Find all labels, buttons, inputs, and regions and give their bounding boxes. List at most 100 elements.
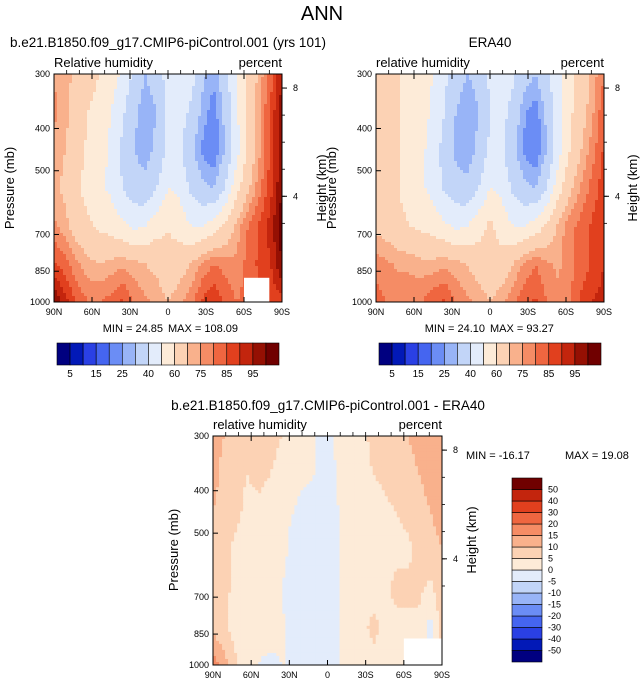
field-cell [225,80,229,84]
field-cell [81,260,85,264]
field-cell [93,179,97,183]
field-cell [162,260,166,264]
field-cell [87,104,91,108]
field-cell [105,107,109,111]
field-cell [135,218,139,222]
field-cell [54,140,58,144]
field-cell [114,131,118,135]
field-cell [192,110,196,114]
field-cell [102,242,106,246]
field-cell [147,74,151,78]
field-cell [105,224,109,228]
field-cell [162,230,166,234]
field-cell [174,188,178,192]
field-cell [135,254,139,258]
field-cell [108,119,112,123]
field-cell [207,146,211,150]
field-cell [90,248,94,252]
field-cell [150,188,154,192]
field-cell [186,107,190,111]
field-cell [123,83,127,87]
field-cell [225,221,229,225]
field-cell [231,110,235,114]
field-cell [231,77,235,81]
field-cell [60,164,64,168]
field-cell [195,149,199,153]
field-cell [177,92,181,96]
field-cell [147,242,151,246]
field-cell [279,101,282,105]
field-cell [54,179,58,183]
field-cell [135,200,139,204]
field-cell [66,206,70,210]
field-cell [168,269,172,273]
field-cell [189,263,193,267]
field-cell [147,221,151,225]
field-cell [135,203,139,207]
field-cell [171,182,175,186]
field-cell [150,179,154,183]
field-cell [81,176,85,180]
field-cell [198,110,202,114]
field-cell [108,206,112,210]
field-cell [255,158,259,162]
field-cell [168,251,172,255]
field-cell [234,245,238,249]
field-cell [159,98,163,102]
field-cell [105,116,109,120]
field-cell [228,113,232,117]
field-cell [78,266,82,270]
field-cell [276,230,280,234]
field-cell [144,77,148,81]
field-cell [135,119,139,123]
field-cell [159,257,163,261]
field-cell [279,119,282,123]
field-cell [231,89,235,93]
field-cell [117,197,121,201]
field-cell [75,230,79,234]
field-cell [84,209,88,213]
field-cell [108,215,112,219]
field-cell [66,251,70,255]
field-cell [84,161,88,165]
field-cell [156,245,160,249]
field-cell [135,89,139,93]
field-cell [162,191,166,195]
field-cell [108,245,112,249]
field-cell [81,224,85,228]
field-cell [210,269,214,273]
field-cell [90,83,94,87]
field-cell [84,242,88,246]
field-cell [159,113,163,117]
field-cell [237,131,241,135]
field-cell [237,191,241,195]
field-cell [195,137,199,141]
field-cell [69,224,73,228]
field-cell [66,164,70,168]
field-cell [54,194,58,198]
field-cell [177,152,181,156]
field-cell [84,173,88,177]
field-cell [255,104,259,108]
field-cell [54,95,58,99]
field-cell [84,155,88,159]
field-cell [252,74,256,78]
field-cell [81,263,85,267]
field-cell [156,113,160,117]
field-cell [96,146,100,150]
field-cell [159,134,163,138]
field-cell [264,152,268,156]
field-cell [96,119,100,123]
field-cell [249,74,253,78]
field-cell [174,146,178,150]
field-cell [162,257,166,261]
field-cell [114,257,118,261]
field-cell [210,176,214,180]
field-cell [258,143,262,147]
field-cell [240,266,244,270]
field-cell [162,101,166,105]
field-cell [183,125,187,129]
field-cell [108,98,112,102]
field-cell [96,269,100,273]
field-cell [258,173,262,177]
